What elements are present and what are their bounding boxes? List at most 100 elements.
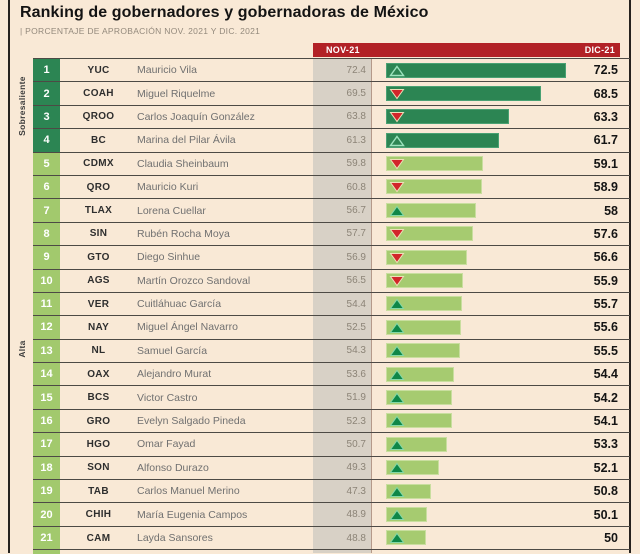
- rank-badge: 10: [33, 269, 60, 292]
- bar-zone: 54.2: [372, 386, 630, 408]
- governor-name: Mauricio Kuri: [137, 181, 199, 194]
- governor-name: Carlos Joaquín González: [137, 110, 255, 123]
- rank-badge: 7: [33, 199, 60, 222]
- column-header-dic: DIC-21: [584, 45, 615, 55]
- state-code: SIN: [89, 228, 108, 240]
- bar-zone: 55.6: [372, 316, 630, 338]
- rank-badge: 12: [33, 316, 60, 339]
- bar-zone: 52.1: [372, 457, 630, 479]
- table-row: 17 HGO Omar Fayad 50.7 53.3: [33, 433, 630, 457]
- trend-arrow-icon: [389, 112, 405, 123]
- state-code: QRO: [86, 181, 111, 193]
- bar-zone: 58: [372, 199, 630, 221]
- trend-arrow-icon: [389, 345, 405, 357]
- state-code: BC: [90, 134, 107, 146]
- table-row: 7 TLAX Lorena Cuellar 56.7 58: [33, 199, 630, 223]
- approval-bar: [386, 343, 461, 359]
- approval-bar: [386, 483, 432, 499]
- nov-value: 69.5: [346, 88, 366, 100]
- nov-value: 59.8: [346, 158, 366, 170]
- trend-arrow-icon: [389, 439, 405, 450]
- state-code: CDMX: [83, 158, 114, 170]
- governor-name: Rubén Rocha Moya: [137, 227, 230, 240]
- state-code: TLAX: [84, 205, 113, 217]
- rank-badge-sliver: [33, 550, 60, 554]
- table-row: 9 GTO Diego Sinhue 56.9 56.6: [33, 246, 630, 270]
- governor-name: Carlos Manuel Merino: [137, 485, 240, 498]
- trend-arrow-icon: [389, 64, 405, 76]
- rank-badge: 21: [33, 526, 60, 550]
- rank-badge: 17: [33, 433, 60, 456]
- dic-value: 56.6: [593, 250, 618, 265]
- state-code: OAX: [87, 368, 110, 380]
- nov-column-background: [313, 58, 372, 553]
- governor-name: Mauricio Vila: [137, 64, 197, 77]
- table-row: 18 SON Alfonso Durazo 49.3 52.1: [33, 456, 630, 481]
- dic-value: 50.8: [593, 484, 618, 499]
- nov-value: 48.9: [346, 509, 366, 521]
- governor-name: Martín Orozco Sandoval: [137, 274, 251, 287]
- nov-value: 72.4: [346, 64, 366, 76]
- dic-value: 57.6: [593, 226, 618, 241]
- rank-badge: 3: [33, 105, 60, 129]
- bar-zone: 54.1: [372, 410, 630, 432]
- state-code: CHIH: [85, 509, 112, 521]
- category-label-alta: Alta: [17, 340, 27, 358]
- trend-arrow-icon: [389, 322, 405, 333]
- trend-arrow-icon: [389, 486, 405, 497]
- table-row: 16 GRO Evelyn Salgado Pineda 52.3 54.1: [33, 409, 630, 434]
- approval-bar: [386, 202, 476, 218]
- rank-badge: 1: [33, 59, 60, 82]
- state-code: BCS: [87, 392, 110, 404]
- nov-value: 54.4: [346, 298, 366, 310]
- approval-bar: [386, 506, 427, 522]
- category-label-sobresaliente: Sobresaliente: [17, 76, 27, 136]
- bar-zone: 50.8: [372, 480, 630, 502]
- nov-value: 53.6: [346, 368, 366, 380]
- table-row: 8 SIN Rubén Rocha Moya 57.7 57.6: [33, 222, 630, 247]
- table-row: 21 CAM Layda Sansores 48.8 50: [33, 526, 630, 551]
- state-code: NL: [91, 345, 106, 357]
- governor-name: Layda Sansores: [137, 532, 213, 544]
- rank-badge: 19: [33, 480, 60, 503]
- dic-value: 54.2: [593, 390, 618, 405]
- approval-bar: [386, 460, 440, 476]
- left-border-line: [8, 0, 10, 553]
- table-row: 4 BC Marina del Pilar Ávila 61.3 61.7: [33, 129, 630, 153]
- approval-bar: [386, 530, 427, 546]
- governor-name: Miguel Riquelme: [137, 87, 216, 100]
- state-code: AGS: [87, 275, 110, 287]
- nov-value: 60.8: [346, 181, 366, 193]
- bar-zone: 63.3: [372, 106, 630, 128]
- state-code: GRO: [86, 415, 111, 427]
- table-row: 14 OAX Alejandro Murat 53.6 54.4: [33, 363, 630, 387]
- approval-bar: [386, 436, 447, 452]
- column-header-bar: NOV-21 DIC-21: [313, 43, 620, 57]
- trend-arrow-icon: [389, 416, 405, 427]
- trend-arrow-icon: [389, 299, 405, 310]
- dic-value: 55.5: [593, 343, 618, 358]
- nov-value: 63.8: [346, 111, 366, 123]
- state-code: HGO: [86, 438, 111, 450]
- trend-arrow-icon: [389, 532, 405, 544]
- nov-value: 50.7: [346, 438, 366, 450]
- state-code: YUC: [87, 64, 110, 76]
- page-title: Ranking de gobernadores y gobernadoras d…: [20, 4, 429, 21]
- nov-value: 56.9: [346, 251, 366, 263]
- column-header-nov: NOV-21: [326, 45, 360, 55]
- trend-arrow-icon: [389, 462, 405, 474]
- table-row: 12 NAY Miguel Ángel Navarro 52.5 55.6: [33, 316, 630, 340]
- nov-value: 51.9: [346, 392, 366, 404]
- dic-value: 61.7: [593, 133, 618, 148]
- dic-value: 54.1: [593, 414, 618, 429]
- bar-zone: 57.6: [372, 223, 630, 245]
- bar-zone: 55.5: [372, 340, 630, 362]
- state-code: NAY: [87, 321, 110, 333]
- trend-arrow-icon: [389, 159, 405, 170]
- table-row: 20 CHIH María Eugenia Campos 48.9 50.1: [33, 503, 630, 527]
- table-row: 2 COAH Miguel Riquelme 69.5 68.5: [33, 82, 630, 106]
- dic-value: 63.3: [593, 109, 618, 124]
- dic-value: 55.9: [593, 273, 618, 288]
- approval-bar: [386, 366, 454, 382]
- bar-zone: 53.3: [372, 433, 630, 455]
